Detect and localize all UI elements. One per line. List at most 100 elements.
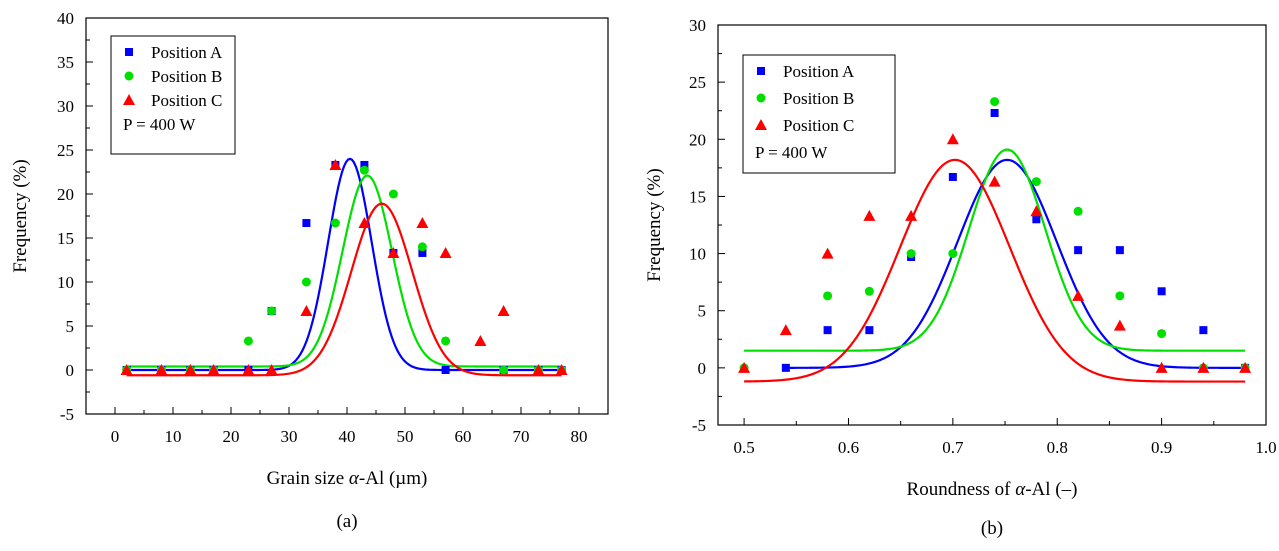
data-point-position-c [329,158,342,170]
x-tick-label: 20 [223,427,240,446]
data-point-position-c [120,364,133,375]
fit-curve-position-b [744,148,1246,352]
data-point-position-c [265,364,278,375]
data-point-position-c [1239,361,1252,373]
x-tick-label: 70 [513,427,530,446]
data-point-position-c [779,324,792,336]
data-point-position-b [359,165,369,175]
data-point-position-b [301,277,311,287]
x-tick-label: 0.8 [1047,438,1068,457]
data-point-position-c [821,247,834,259]
x-tick-label: 80 [571,427,588,446]
legend-marker-position-b [124,71,134,81]
legend-box [742,54,896,174]
chart-panel-a: 0 10 20 30 40 50 60 70 80 -5 0 5 10 15 20 25 30 35 40 Grain… [10,9,609,532]
data-point-position-c [1072,289,1085,301]
data-point-position-a [418,248,427,257]
data-point-position-b [1031,177,1041,187]
data-point-position-a [302,219,311,228]
y-tick-label: 35 [57,53,74,72]
x-axis-title-symbol: α [1015,479,1026,500]
panel-caption: (b) [981,518,1003,539]
x-axis-title-prefix: Grain size [267,468,349,489]
legend-label: Position B [783,89,854,108]
data-point-position-c [738,361,751,373]
y-tick-label: 20 [57,185,74,204]
data-point-position-c [242,364,255,375]
x-axis-title-symbol: α [349,468,360,489]
x-tick-label: 1.0 [1255,438,1276,457]
fit-curve-position-b [126,174,562,368]
data-point-position-c [155,364,168,375]
legend: Position A Position B Position C P = 400 W [110,35,236,155]
data-point-position-c [207,364,220,375]
chart-panel-b: 0.5 0.6 0.7 0.8 0.9 1.0 -5 0 5 10 15 20 25 30 Roundnes… [644,16,1277,539]
panel-caption: (a) [336,511,357,532]
legend: Position A Position B Position C P = 400 W [742,54,896,174]
x-axis-title: Roundness of α-Al (–) [907,479,1078,500]
y-tick-label: 25 [57,141,74,160]
y-tick-label: 40 [57,9,74,28]
x-axis-title-suffix: -Al (–) [1025,479,1077,500]
data-point-position-c [1030,205,1043,217]
data-point-position-c [300,305,313,317]
data-point-position-b [1073,206,1083,216]
x-axis-title-suffix: -Al (µm) [359,468,427,489]
y-axis-title: Frequency (%) [10,159,31,272]
y-tick-label: 20 [689,130,706,149]
x-tick-label: 0.9 [1151,438,1172,457]
power-annotation: P = 400 W [755,143,828,162]
legend-label: Position A [151,43,223,62]
data-point-position-a [781,363,790,372]
y-tick-label: 15 [57,229,74,248]
y-tick-label: 10 [57,273,74,292]
data-point-position-c [439,246,452,258]
data-point-position-a [948,173,957,181]
x-tick-label: 10 [165,427,182,446]
data-point-position-b [823,291,833,301]
x-tick-label: 0 [111,427,120,446]
data-point-position-b [243,336,253,346]
data-point-position-b [330,218,340,228]
fit-curve-position-a [126,157,562,372]
y-tick-label: 0 [66,361,75,380]
legend-marker-position-a [757,67,765,75]
y-tick-label: 0 [698,359,707,378]
data-point-position-b [906,249,916,259]
y-tick-label: -5 [60,405,74,424]
data-point-position-b [417,242,427,252]
data-point-position-c [555,364,568,375]
fit-curve-position-c [126,202,562,377]
y-tick-label: -5 [692,416,706,435]
data-point-position-c [1155,361,1168,373]
data-point-position-c [946,133,959,145]
x-tick-label: 50 [397,427,414,446]
y-tick-label: 5 [66,317,75,336]
y-tick-label: 10 [689,245,706,264]
y-tick-label: 30 [689,16,706,35]
data-point-position-a [1074,246,1083,255]
data-point-position-c [532,364,545,375]
data-point-position-b [990,97,1000,107]
data-point-position-c [988,175,1001,187]
power-annotation: P = 400 W [123,115,196,134]
fit-curve-position-a [785,158,1246,369]
x-tick-label: 30 [281,427,298,446]
data-point-position-c [1113,319,1126,331]
legend-marker-position-b [756,93,766,103]
legend-marker-position-c [123,94,135,105]
data-point-position-c [1197,361,1210,373]
x-tick-label: 40 [339,427,356,446]
data-point-position-a [1115,246,1124,255]
x-axis-title-prefix: Roundness of [907,479,1016,500]
y-tick-label: 30 [57,97,74,116]
data-point-position-b [499,365,509,375]
data-point-position-b [864,286,874,296]
data-point-position-b [1115,291,1125,301]
data-point-position-c [497,305,510,317]
data-point-position-a [990,109,999,117]
data-point-position-b [267,306,277,316]
y-tick-label: 5 [698,302,707,321]
y-tick-label: 15 [689,187,706,206]
